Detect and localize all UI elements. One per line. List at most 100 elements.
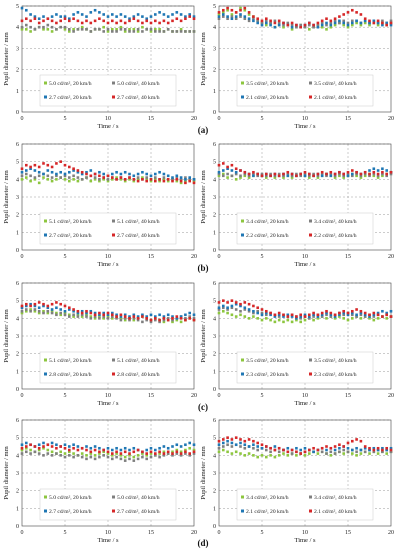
data-point xyxy=(252,19,255,23)
x-tick-label: 5 xyxy=(64,530,67,536)
data-point xyxy=(381,23,384,27)
y-tick-label: 0 xyxy=(213,524,216,530)
data-point xyxy=(368,21,371,25)
data-point xyxy=(106,30,110,33)
data-point xyxy=(277,450,281,454)
data-point xyxy=(93,448,97,452)
data-point xyxy=(85,313,88,317)
data-point xyxy=(299,320,302,324)
data-point xyxy=(111,172,114,176)
data-point xyxy=(252,172,255,176)
data-point xyxy=(355,174,358,178)
data-point xyxy=(115,30,118,33)
data-point xyxy=(239,441,242,445)
data-point xyxy=(243,443,247,447)
data-point xyxy=(162,315,166,318)
y-tick-label: 2 xyxy=(213,489,216,495)
data-point xyxy=(46,309,50,313)
data-point xyxy=(234,15,238,18)
data-point xyxy=(37,165,41,169)
data-point xyxy=(325,311,328,315)
data-point xyxy=(136,172,140,176)
y-axis-label: Pupil diameter / mm xyxy=(3,446,10,499)
data-point xyxy=(184,450,187,454)
data-point xyxy=(192,443,196,447)
data-point xyxy=(85,15,88,18)
data-point xyxy=(25,308,28,311)
data-point xyxy=(295,454,298,457)
data-point xyxy=(25,309,28,313)
data-point xyxy=(355,446,358,450)
data-point xyxy=(243,439,247,443)
data-point xyxy=(93,172,97,176)
data-point xyxy=(389,21,393,25)
data-point xyxy=(115,446,118,450)
x-tick-label: 10 xyxy=(105,530,111,536)
data-point xyxy=(123,21,127,25)
data-point xyxy=(37,443,41,447)
data-point xyxy=(55,21,58,25)
data-point xyxy=(166,313,170,317)
data-point xyxy=(325,445,328,448)
legend-label: 2.7 cd/m², 20 km/h xyxy=(49,233,92,239)
legend-label: 2.2 cd/m², 20 km/h xyxy=(246,233,289,239)
data-point xyxy=(158,452,161,455)
data-point xyxy=(389,172,393,176)
data-point xyxy=(93,457,97,461)
data-point xyxy=(68,313,71,317)
data-point xyxy=(166,15,170,18)
data-point xyxy=(290,452,294,455)
y-tick-label: 1 xyxy=(213,506,216,512)
data-point xyxy=(226,172,229,176)
data-point xyxy=(217,11,221,14)
data-point xyxy=(145,457,148,461)
data-point xyxy=(290,21,294,25)
data-point xyxy=(286,172,290,176)
series-2 xyxy=(20,23,196,33)
data-point xyxy=(217,446,221,450)
data-point xyxy=(252,15,255,18)
data-point xyxy=(192,15,196,18)
data-point xyxy=(68,176,71,179)
data-point xyxy=(76,169,80,172)
data-point xyxy=(355,454,358,457)
data-point xyxy=(320,450,324,454)
data-point xyxy=(230,441,234,445)
data-point xyxy=(63,309,67,313)
data-point xyxy=(320,19,324,23)
data-point xyxy=(20,304,24,308)
plot-frame xyxy=(21,419,195,527)
data-point xyxy=(149,446,153,450)
data-point xyxy=(132,28,136,31)
data-point xyxy=(355,19,358,23)
data-point xyxy=(119,178,123,181)
data-point xyxy=(389,170,393,174)
legend-label: 5.0 cd/m², 40 km/h xyxy=(117,81,160,87)
data-point xyxy=(308,317,311,320)
data-point xyxy=(106,28,110,31)
legend-swatch xyxy=(241,95,244,99)
data-point xyxy=(217,306,221,310)
data-point xyxy=(106,311,110,315)
legend-swatch xyxy=(309,81,312,85)
data-point xyxy=(312,174,315,178)
data-point xyxy=(72,17,75,21)
data-point xyxy=(76,454,80,457)
data-point xyxy=(346,311,350,315)
data-point xyxy=(376,446,380,450)
data-point xyxy=(269,450,272,454)
data-point xyxy=(243,174,247,178)
data-point xyxy=(243,306,247,310)
data-point xyxy=(175,178,179,181)
data-point xyxy=(85,457,88,461)
y-axis-label: Pupil diameter / mm xyxy=(200,170,207,223)
data-point xyxy=(158,320,161,324)
data-point xyxy=(123,459,127,462)
data-point xyxy=(333,17,337,21)
data-point xyxy=(192,17,196,21)
data-point xyxy=(226,6,229,10)
data-point xyxy=(119,13,123,16)
y-tick-label: 5 xyxy=(213,436,216,442)
data-point xyxy=(158,450,161,454)
data-point xyxy=(273,320,277,324)
